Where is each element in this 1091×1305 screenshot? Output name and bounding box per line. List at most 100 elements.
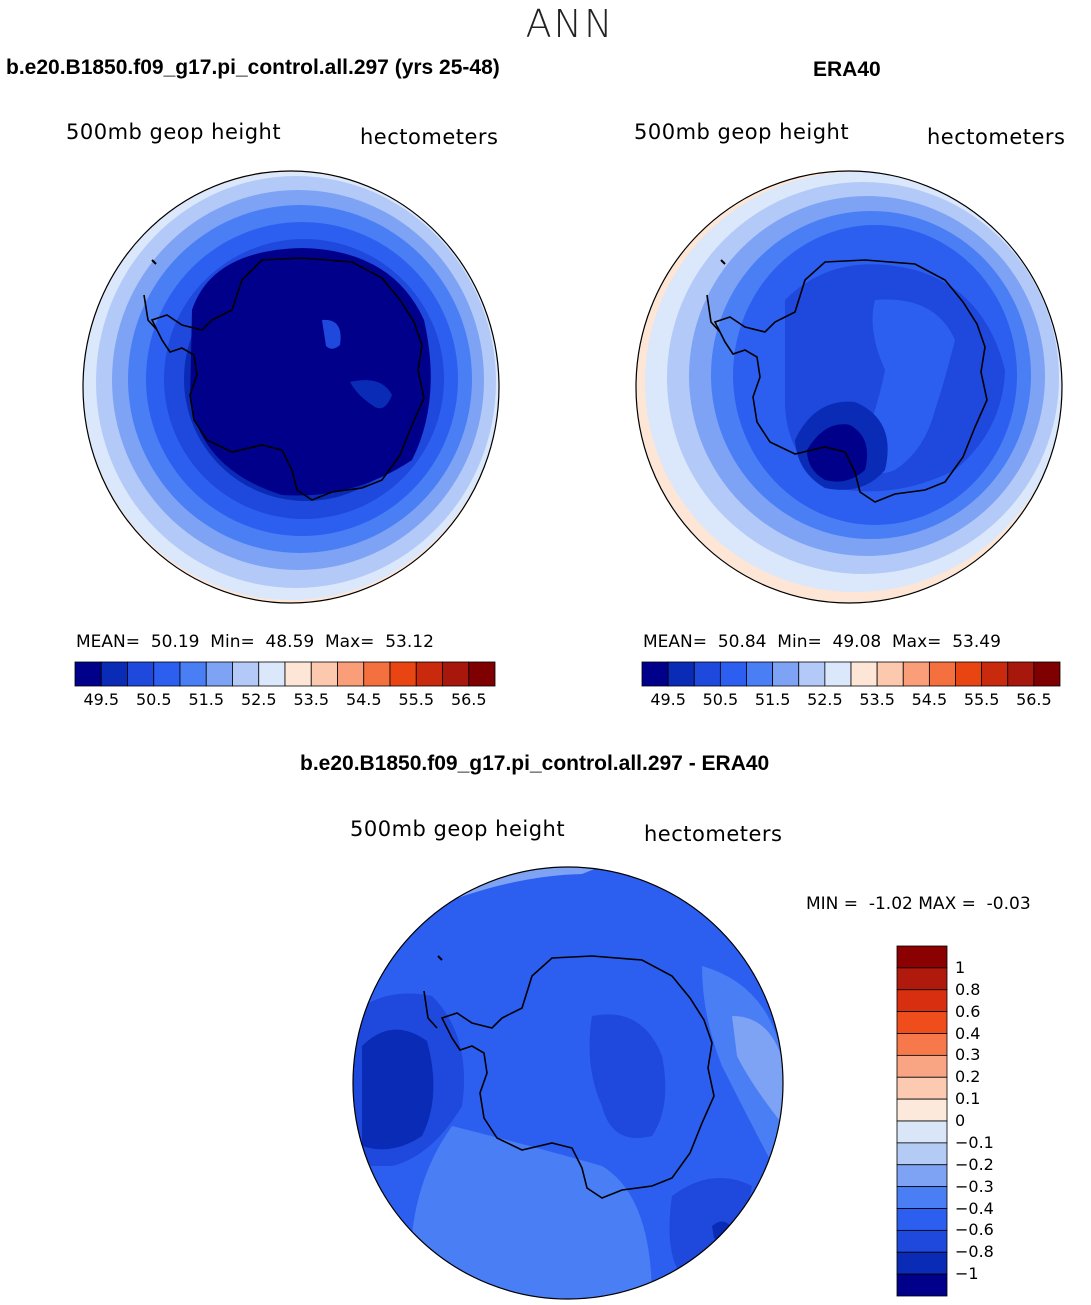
diff-colorbar-swatch: [896, 1208, 948, 1231]
panel2-colorbar-swatch: [1033, 661, 1061, 687]
panel1-colorbar-label: 50.5: [135, 690, 172, 709]
panel2-colorbar-label: 54.5: [911, 690, 948, 709]
panel1-min: 48.59: [265, 632, 315, 652]
panel1-colorbar-label: 52.5: [240, 690, 277, 709]
panel1-colorbar-swatch: [232, 661, 260, 687]
panel1-min-label: Min=: [210, 632, 255, 652]
diff-colorbar-label: 0.2: [955, 1067, 981, 1087]
panel2-stats: MEAN= 50.84 Min= 49.08 Max= 53.49: [643, 632, 1001, 652]
panel2-colorbar-swatch: [824, 661, 852, 687]
diff-colorbar-swatch: [896, 1164, 948, 1188]
panel3-min: -1.02: [868, 894, 913, 914]
diff-colorbar-swatch: [896, 1186, 948, 1209]
diff-colorbar-label: 0.3: [955, 1045, 981, 1065]
panel1-colorbar-swatch: [468, 661, 496, 687]
panel2-colorbar-label: 53.5: [859, 690, 895, 709]
diff-colorbar-swatch: [896, 1142, 948, 1166]
diff-colorbar-label: 0.4: [955, 1023, 981, 1043]
panel3-stats: MIN = -1.02 MAX = -0.03: [806, 894, 1031, 914]
diff-colorbar-label: −0.1: [955, 1132, 994, 1152]
panel1-variable: 500mb geop height: [66, 120, 282, 144]
panel3-coastline: [440, 955, 715, 1199]
panel1-title: b.e20.B1850.f09_g17.pi_control.all.297 (…: [6, 56, 500, 79]
panel2-colorbar-label: 56.5: [1016, 690, 1052, 709]
diff-colorbar-swatch: [896, 1229, 948, 1253]
diff-colorbar-swatch: [896, 1011, 948, 1034]
panel2-colorbar-swatch: [928, 661, 956, 687]
panel1-colorbar-label: 49.5: [83, 690, 120, 709]
panel1-colorbar-swatch: [310, 661, 338, 687]
panel1-colorbar-swatch: [284, 661, 312, 687]
panel2-max-label: Max=: [892, 632, 942, 652]
diff-colorbar-labels: 1 0.8 0.6 0.4 0.3 0.2 0.1 0 −0.1 −0.2 −0.3 −0.4 −0.6…: [955, 946, 1025, 1296]
panel2-min: 49.08: [832, 632, 882, 652]
diff-colorbar-label: −0.4: [955, 1198, 994, 1218]
panel1-colorbar-swatch: [258, 661, 286, 687]
panel2-colorbar: [641, 661, 1061, 687]
panel2-colorbar-swatch: [719, 661, 747, 687]
panel2-colorbar-label: 52.5: [807, 690, 843, 709]
panel1-colorbar-label: 53.5: [293, 690, 330, 709]
panel1-colorbar-swatch: [74, 661, 102, 687]
panel2-min-label: Min=: [777, 632, 822, 652]
panel3-units: hectometers: [644, 822, 783, 846]
panel1-colorbar-swatch: [205, 661, 233, 687]
panel2-colorbar-swatch: [902, 661, 930, 687]
panel2-variable: 500mb geop height: [634, 120, 850, 144]
diff-colorbar-label: −0.2: [955, 1154, 994, 1174]
panel2-colorbar-swatch: [667, 661, 695, 687]
panel2-colorbar-swatch: [1007, 661, 1035, 687]
panel1-colorbar-swatch: [415, 661, 443, 687]
panel2-mean-label: MEAN=: [643, 632, 707, 652]
panel1-stats: MEAN= 50.19 Min= 48.59 Max= 53.12: [76, 632, 434, 652]
diff-colorbar-label: −0.3: [955, 1176, 994, 1196]
panel1-colorbar-swatch: [337, 661, 365, 687]
panel1-colorbar-swatch: [363, 661, 391, 687]
diff-colorbar-label: 0.1: [955, 1089, 981, 1109]
panel1-max: 53.12: [385, 632, 434, 652]
diff-colorbar-swatch: [896, 1054, 948, 1078]
panel3-map: [352, 866, 784, 1300]
panel2-colorbar-swatch: [746, 661, 774, 687]
diff-colorbar-label: 1: [955, 957, 966, 977]
panel2-coastline: [713, 259, 988, 503]
diff-colorbar-swatch: [896, 1076, 948, 1100]
figure-title: ANN: [525, 2, 615, 46]
panel3-max-label: MAX =: [918, 894, 976, 914]
panel2-title: ERA40: [813, 58, 881, 81]
panel2-colorbar-label: 51.5: [754, 690, 791, 709]
panel2-colorbar-swatch: [850, 661, 878, 687]
diff-colorbar-label: −0.6: [955, 1220, 994, 1240]
diff-colorbar-label: 0: [955, 1111, 966, 1130]
panel2-colorbar-swatch: [876, 661, 904, 687]
panel2-max: 53.49: [952, 632, 1001, 652]
diff-colorbar-swatch: [896, 967, 948, 991]
panel1-colorbar-swatch: [153, 661, 181, 687]
diff-colorbar-label: −0.8: [955, 1242, 994, 1262]
panel2-colorbar-swatch: [641, 661, 669, 687]
diff-colorbar-label: 0.8: [955, 979, 981, 999]
panel2-map: [635, 170, 1063, 604]
diff-colorbar-swatch: [896, 1098, 948, 1122]
panel2-colorbar-label: 49.5: [650, 690, 686, 709]
panel3-min-label: MIN =: [806, 894, 859, 914]
panel1-mean-label: MEAN=: [76, 632, 140, 652]
panel3-max: -0.03: [986, 894, 1031, 914]
panel1-colorbar-swatch: [389, 661, 417, 687]
panel2-colorbar-swatch: [981, 661, 1009, 687]
panel1-colorbar-label: 51.5: [188, 690, 225, 709]
diff-colorbar-swatch: [896, 945, 948, 969]
panel3-title: b.e20.B1850.f09_g17.pi_control.all.297 -…: [300, 752, 770, 775]
panel1-colorbar: [74, 661, 496, 687]
panel2-colorbar-label: 50.5: [702, 690, 739, 709]
panel1-colorbar-label: 56.5: [450, 690, 487, 709]
diff-colorbar-swatch: [896, 989, 948, 1013]
diff-colorbar-label: 0.6: [955, 1001, 981, 1021]
panel1-max-label: Max=: [325, 632, 375, 652]
panel1-map: [82, 170, 500, 604]
diff-colorbar-swatch: [896, 1033, 948, 1056]
panel1-coastline: [150, 257, 425, 501]
panel1-colorbar-swatch: [442, 661, 470, 687]
diff-colorbar: [896, 945, 948, 1297]
diff-colorbar-swatch: [896, 1273, 948, 1297]
